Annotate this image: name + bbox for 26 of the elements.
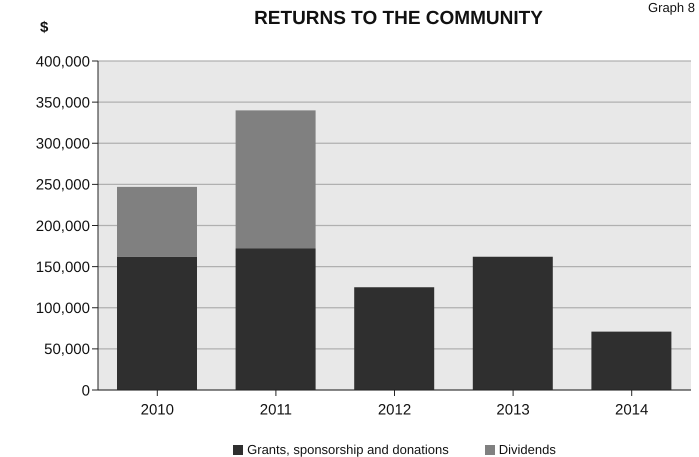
y-tick-label: 0	[82, 382, 90, 400]
bar	[117, 256, 197, 390]
x-tick-label: 2011	[260, 402, 292, 419]
y-tick-label: 400,000	[36, 53, 90, 70]
legend-label: Dividends	[498, 442, 556, 457]
y-tick-label: 100,000	[36, 300, 90, 318]
bar	[472, 256, 553, 390]
y-tick-label: 200,000	[36, 218, 90, 235]
y-tick-label: 150,000	[36, 258, 90, 276]
y-tick-label: 250,000	[36, 176, 90, 194]
caption: Graph 8	[648, 0, 695, 15]
bar	[236, 248, 316, 390]
y-axis-title: $	[40, 19, 48, 36]
y-tick-label: 350,000	[36, 94, 90, 112]
chart-title: RETURNS TO THE COMMUNITY	[254, 8, 543, 29]
bar	[236, 110, 316, 249]
bar	[354, 287, 434, 390]
bar	[117, 186, 197, 257]
x-tick-label: 2012	[378, 402, 412, 419]
x-tick-label: 2010	[140, 402, 174, 419]
bar	[591, 332, 672, 390]
x-tick-label: 2013	[496, 402, 530, 419]
legend-label: Grants, sponsorship and donations	[247, 442, 449, 457]
y-tick-label: 50,000	[44, 341, 90, 358]
x-tick-label: 2014	[615, 402, 648, 419]
y-tick-label: 300,000	[36, 136, 90, 153]
